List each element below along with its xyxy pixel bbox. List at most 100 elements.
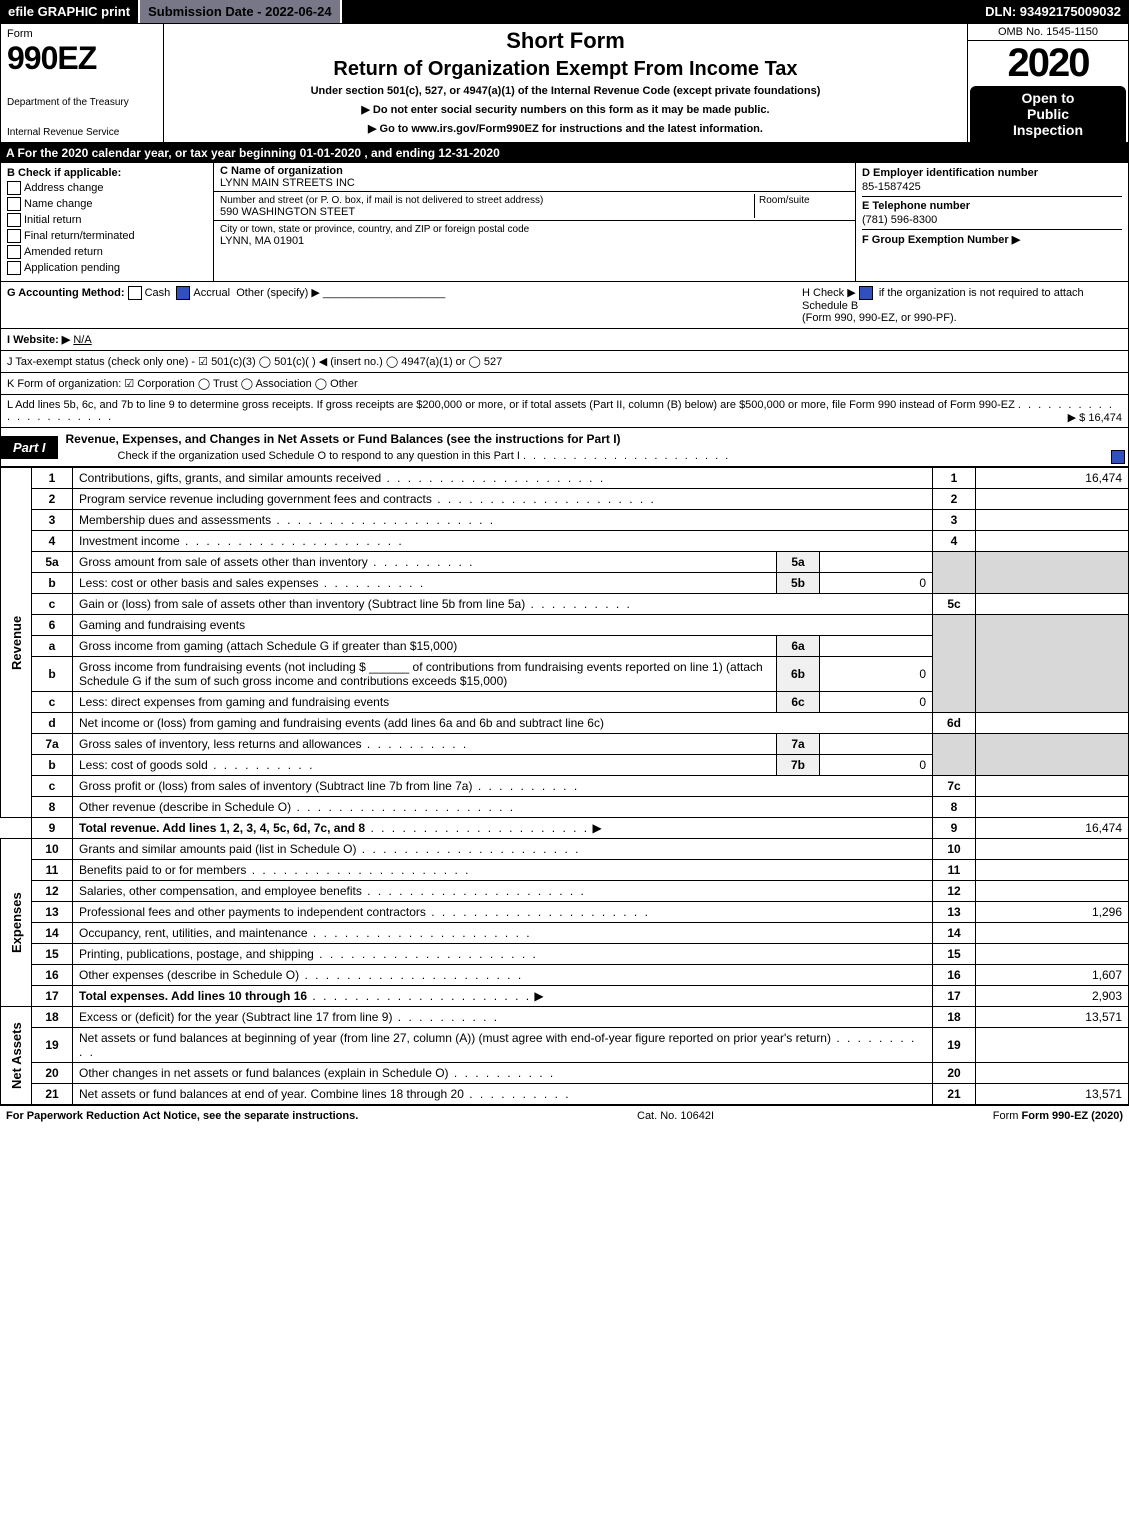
line-20: 20 Other changes in net assets or fund b… [1,1063,1129,1084]
line-17-amount: 2,903 [976,986,1129,1007]
goto-text: ▶ Go to www.irs.gov/Form990EZ for instru… [368,123,763,135]
f-label: F Group Exemption Number ▶ [862,233,1122,246]
c-name-block: C Name of organization LYNN MAIN STREETS… [214,163,855,192]
open-to-public: Open to Public Inspection [970,86,1126,142]
efile-label: efile GRAPHIC print [0,0,140,23]
footer-center: Cat. No. 10642I [637,1110,714,1122]
line-12: 12 Salaries, other compensation, and emp… [1,881,1129,902]
line-17: 17 Total expenses. Add lines 10 through … [1,986,1129,1007]
line-1-amount: 16,474 [976,468,1129,489]
line-21: 21 Net assets or fund balances at end of… [1,1084,1129,1105]
period-bar: A For the 2020 calendar year, or tax yea… [0,143,1129,163]
line-18-amount: 13,571 [976,1007,1129,1028]
short-form-title: Short Form [172,28,959,54]
line-1: Revenue 1 Contributions, gifts, grants, … [1,468,1129,489]
entity-right: D Employer identification number 85-1587… [855,163,1128,281]
line-5a: 5a Gross amount from sale of assets othe… [1,552,1129,573]
i-line: I Website: ▶ N/A [0,329,1129,351]
line-6d: d Net income or (loss) from gaming and f… [1,713,1129,734]
top-bar: efile GRAPHIC print Submission Date - 20… [0,0,1129,23]
footer: For Paperwork Reduction Act Notice, see … [0,1105,1129,1126]
part1-scho-checkbox[interactable] [1111,450,1125,464]
line-13-amount: 1,296 [976,902,1129,923]
j-line: J Tax-exempt status (check only one) - ☑… [0,351,1129,373]
b-label: B Check if applicable: [7,167,207,179]
expenses-side-label: Expenses [1,839,32,1007]
line-19: 19 Net assets or fund balances at beginn… [1,1028,1129,1063]
omb-number: OMB No. 1545-1150 [968,24,1128,41]
irs-label: Internal Revenue Service [7,127,157,138]
line-13: 13 Professional fees and other payments … [1,902,1129,923]
e-label: E Telephone number [862,200,1122,212]
line-11: 11 Benefits paid to or for members 11 [1,860,1129,881]
l-line: L Add lines 5b, 6c, and 7b to line 9 to … [0,395,1129,428]
no-ssn-warning: ▶ Do not enter social security numbers o… [172,103,959,116]
form-header: Form 990EZ Department of the Treasury In… [0,23,1129,143]
org-name: LYNN MAIN STREETS INC [220,177,355,189]
check-app-pending[interactable]: Application pending [7,261,207,275]
street-value: 590 WASHINGTON STEET [220,206,355,218]
h-checkbox[interactable] [859,286,873,300]
header-left: Form 990EZ Department of the Treasury In… [1,24,164,142]
line-16-amount: 1,607 [976,965,1129,986]
form-number: 990EZ [7,40,157,77]
part1-sub: Check if the organization used Schedule … [58,450,1128,466]
cash-checkbox[interactable] [128,286,142,300]
form-word: Form [7,28,157,40]
phone-value: (781) 596-8300 [862,214,1122,226]
line-7c: c Gross profit or (loss) from sales of i… [1,776,1129,797]
part1-title: Revenue, Expenses, and Changes in Net As… [58,428,1128,450]
line-21-amount: 13,571 [976,1084,1129,1105]
line-14: 14 Occupancy, rent, utilities, and maint… [1,923,1129,944]
h-box: H Check ▶ if the organization is not req… [802,286,1122,324]
line-5c: c Gain or (loss) from sale of assets oth… [1,594,1129,615]
check-initial-return[interactable]: Initial return [7,213,207,227]
line-6: 6 Gaming and fundraising events [1,615,1129,636]
submission-date: Submission Date - 2022-06-24 [140,0,342,23]
line-10: Expenses 10 Grants and similar amounts p… [1,839,1129,860]
dept-treasury: Department of the Treasury [7,97,157,108]
check-address-change[interactable]: Address change [7,181,207,195]
check-name-change[interactable]: Name change [7,197,207,211]
g-h-row: G Accounting Method: Cash Accrual Other … [0,282,1129,329]
ein-value: 85-1587425 [862,181,1122,193]
netassets-side-label: Net Assets [1,1007,32,1105]
line-8: 8 Other revenue (describe in Schedule O)… [1,797,1129,818]
line-4: 4 Investment income 4 [1,531,1129,552]
footer-left: For Paperwork Reduction Act Notice, see … [6,1110,358,1122]
header-right: OMB No. 1545-1150 2020 Open to Public In… [968,24,1128,142]
entity-center: C Name of organization LYNN MAIN STREETS… [214,163,855,281]
accrual-checkbox[interactable] [176,286,190,300]
part1-tab: Part I [1,436,58,459]
dln-label: DLN: 93492175009032 [977,0,1129,23]
footer-right: Form Form 990-EZ (2020) [993,1110,1123,1122]
d-label: D Employer identification number [862,167,1122,179]
entity-row: B Check if applicable: Address change Na… [0,163,1129,282]
city-block: City or town, state or province, country… [214,221,855,249]
tax-year: 2020 [968,41,1128,86]
line-7a: 7a Gross sales of inventory, less return… [1,734,1129,755]
goto-link[interactable]: ▶ Go to www.irs.gov/Form990EZ for instru… [172,122,959,135]
line-15: 15 Printing, publications, postage, and … [1,944,1129,965]
return-title: Return of Organization Exempt From Incom… [172,58,959,81]
check-final-return[interactable]: Final return/terminated [7,229,207,243]
l-amount: ▶ $ 16,474 [1068,411,1122,424]
line-2: 2 Program service revenue including gove… [1,489,1129,510]
street-block: Number and street (or P. O. box, if mail… [214,192,855,221]
line-9: 9 Total revenue. Add lines 1, 2, 3, 4, 5… [1,818,1129,839]
under-section: Under section 501(c), 527, or 4947(a)(1)… [172,85,959,97]
k-line: K Form of organization: ☑ Corporation ◯ … [0,373,1129,395]
revenue-side-label: Revenue [1,468,32,818]
line-3: 3 Membership dues and assessments 3 [1,510,1129,531]
header-center: Short Form Return of Organization Exempt… [164,24,968,142]
line-16: 16 Other expenses (describe in Schedule … [1,965,1129,986]
website-value: N/A [73,334,91,346]
g-line: G Accounting Method: Cash Accrual Other … [7,286,445,300]
part1-header: Part I Revenue, Expenses, and Changes in… [0,428,1129,467]
line-18: Net Assets 18 Excess or (deficit) for th… [1,1007,1129,1028]
section-b-checks: B Check if applicable: Address change Na… [1,163,214,281]
part1-table: Revenue 1 Contributions, gifts, grants, … [0,467,1129,1105]
line-9-amount: 16,474 [976,818,1129,839]
city-value: LYNN, MA 01901 [220,235,304,247]
check-amended[interactable]: Amended return [7,245,207,259]
